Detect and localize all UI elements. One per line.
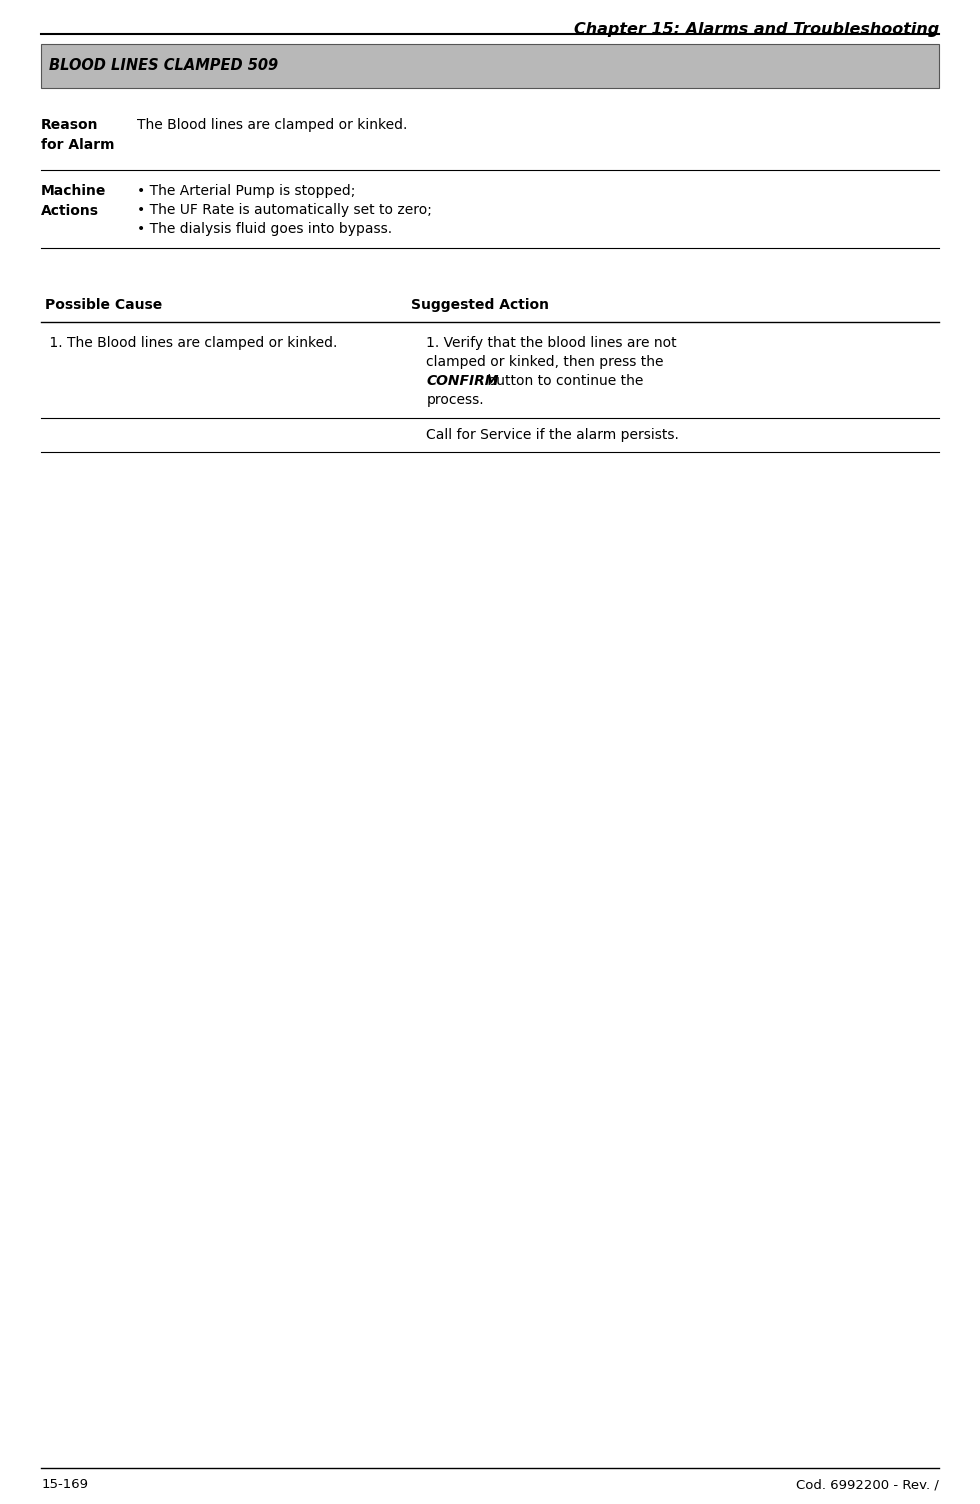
Text: Chapter 15: Alarms and Troubleshooting: Chapter 15: Alarms and Troubleshooting [573,23,939,38]
FancyBboxPatch shape [41,44,939,89]
Text: 1. The Blood lines are clamped or kinked.: 1. The Blood lines are clamped or kinked… [45,335,337,350]
Text: The Blood lines are clamped or kinked.: The Blood lines are clamped or kinked. [137,117,408,132]
Text: 15-169: 15-169 [41,1478,88,1490]
Text: • The dialysis fluid goes into bypass.: • The dialysis fluid goes into bypass. [137,223,392,236]
Text: process.: process. [426,393,484,408]
Text: clamped or kinked, then press the: clamped or kinked, then press the [426,355,663,368]
Text: Cod. 6992200 - Rev. /: Cod. 6992200 - Rev. / [796,1478,939,1490]
Text: for Alarm: for Alarm [41,138,115,152]
Text: Machine: Machine [41,183,107,199]
Text: Possible Cause: Possible Cause [45,298,163,311]
Text: Actions: Actions [41,205,99,218]
Text: • The Arterial Pump is stopped;: • The Arterial Pump is stopped; [137,183,356,199]
Text: BLOOD LINES CLAMPED 509: BLOOD LINES CLAMPED 509 [49,59,278,74]
Text: button to continue the: button to continue the [483,374,644,388]
Text: CONFIRM: CONFIRM [426,374,499,388]
Text: Reason: Reason [41,117,99,132]
Text: • The UF Rate is automatically set to zero;: • The UF Rate is automatically set to ze… [137,203,432,217]
Text: 1. Verify that the blood lines are not: 1. Verify that the blood lines are not [426,335,677,350]
Text: Call for Service if the alarm persists.: Call for Service if the alarm persists. [426,429,679,442]
Text: Suggested Action: Suggested Action [411,298,549,311]
